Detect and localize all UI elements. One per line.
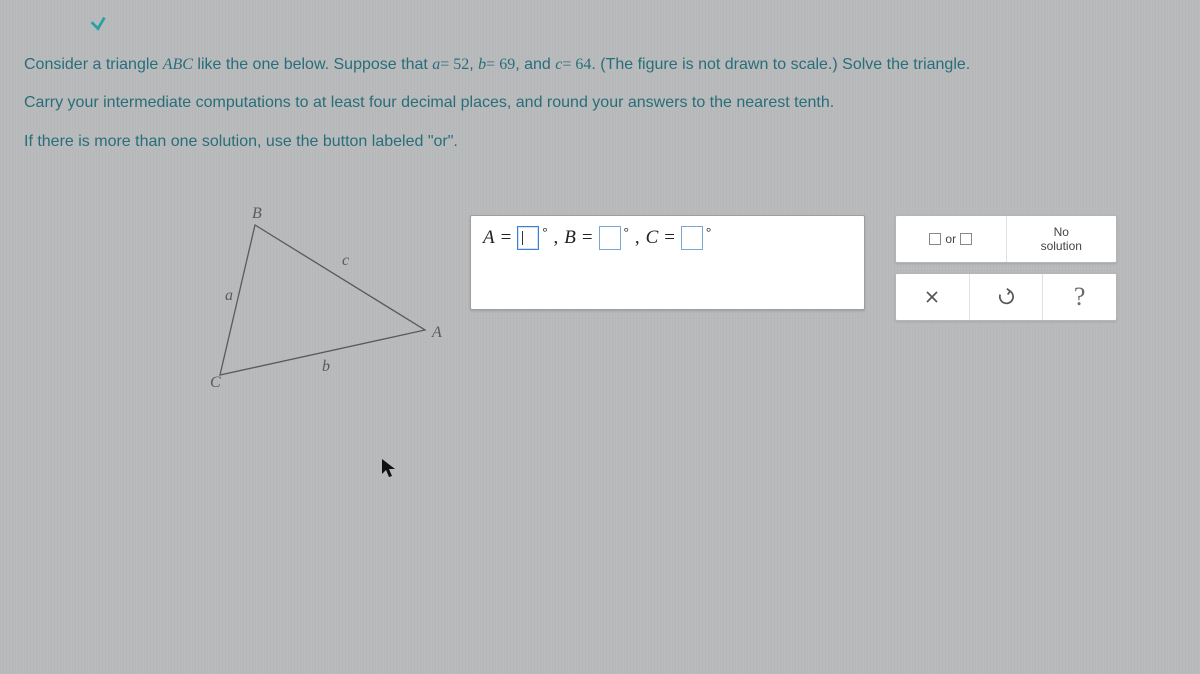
equals-sign: = [582,227,593,249]
text: , [469,56,478,73]
equals-sign: = [664,227,675,249]
side-b-label: b [322,358,330,375]
panel-row-top: or No solution [895,215,1117,263]
degree-symbol: ° [624,224,629,240]
side-c-label: c [342,252,349,269]
undo-icon [996,287,1016,307]
content-row: B C A c a b A = ° , B = ° , C = ° [0,195,1200,435]
vertex-C-label: C [210,374,221,391]
input-angle-C[interactable] [681,226,703,250]
or-button[interactable]: or [896,216,1006,262]
question-mark-icon: ? [1074,282,1086,312]
vertex-B-label: B [252,205,262,222]
side-panel: or No solution ? [895,215,1117,321]
label-B: B [564,227,576,249]
val-a: = 52 [440,56,469,73]
val-b: = 69 [486,56,515,73]
answer-box: A = ° , B = ° , C = ° [470,215,865,310]
text: Consider a triangle [24,56,163,73]
prompt-line-1: Consider a triangle ABC like the one bel… [24,50,1176,80]
x-icon [922,287,942,307]
problem-prompt: Consider a triangle ABC like the one bel… [24,50,1176,165]
prompt-line-3: If there is more than one solution, use … [24,127,1176,157]
comma: , [554,227,559,249]
input-angle-B[interactable] [599,226,621,250]
clear-button[interactable] [896,274,969,320]
triangle-figure: B C A c a b [0,195,470,435]
val-c: = 64 [562,56,591,73]
comma: , [635,227,640,249]
input-angle-A[interactable] [517,226,539,250]
square-icon [960,233,972,245]
answer-equation-line: A = ° , B = ° , C = ° [483,226,852,250]
var-b: b [478,56,486,73]
square-icon [929,233,941,245]
help-button[interactable]: ? [1042,274,1116,320]
equals-sign: = [501,227,512,249]
degree-symbol: ° [542,224,547,240]
text: . (The figure is not drawn to scale.) So… [591,56,970,73]
label-C: C [646,227,659,249]
no-solution-button[interactable]: No solution [1006,216,1117,262]
triangle-name: ABC [163,56,193,73]
no-solution-label-2: solution [1041,239,1082,253]
mouse-cursor-icon [381,458,397,480]
triangle-shape [220,225,425,375]
no-solution-label-1: No [1041,225,1082,239]
prompt-line-2: Carry your intermediate computations to … [24,88,1176,118]
text: like the one below. Suppose that [193,56,432,73]
side-a-label: a [225,287,233,304]
step-complete-icon [78,10,118,38]
degree-symbol: ° [706,224,711,240]
vertex-A-label: A [431,324,442,341]
label-A: A [483,227,495,249]
undo-button[interactable] [969,274,1043,320]
panel-row-bottom: ? [895,273,1117,321]
or-label: or [945,232,956,246]
text: , and [515,56,555,73]
